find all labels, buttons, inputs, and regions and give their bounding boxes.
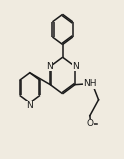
Text: N: N: [26, 101, 33, 110]
Text: N: N: [46, 62, 53, 71]
Text: O: O: [87, 119, 94, 128]
Text: N: N: [73, 62, 79, 71]
Text: NH: NH: [83, 79, 97, 88]
